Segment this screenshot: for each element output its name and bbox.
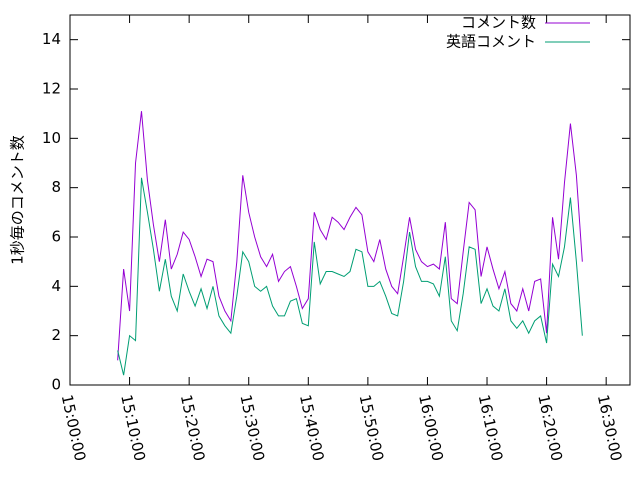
- x-tick-label: 15:50:00: [356, 393, 388, 463]
- series-line: [117, 111, 583, 361]
- x-tick-label: 15:20:00: [177, 393, 209, 463]
- x-tick-label: 15:40:00: [296, 393, 328, 463]
- x-tick-label: 15:00:00: [58, 393, 90, 463]
- y-axis-label: 1秒毎のコメント数: [9, 135, 27, 265]
- x-tick-label: 16:30:00: [594, 393, 626, 463]
- legend-label: コメント数: [461, 14, 536, 32]
- x-tick-label: 16:10:00: [475, 393, 507, 463]
- y-tick-label: 8: [51, 178, 61, 196]
- y-tick-label: 4: [51, 277, 61, 295]
- x-tick-label: 15:10:00: [117, 393, 149, 463]
- series-line: [117, 177, 583, 376]
- x-tick-label: 16:20:00: [534, 393, 566, 463]
- plot-frame: [69, 14, 631, 386]
- legend-label: 英語コメント: [446, 33, 536, 51]
- x-tick-label: 16:00:00: [415, 393, 447, 463]
- y-tick-label: 6: [51, 228, 61, 246]
- x-tick-label: 15:30:00: [236, 393, 268, 463]
- y-tick-label: 10: [42, 129, 61, 147]
- y-tick-label: 12: [42, 80, 61, 98]
- y-tick-label: 14: [42, 30, 61, 48]
- y-tick-label: 2: [51, 326, 61, 344]
- y-tick-label: 0: [51, 376, 61, 394]
